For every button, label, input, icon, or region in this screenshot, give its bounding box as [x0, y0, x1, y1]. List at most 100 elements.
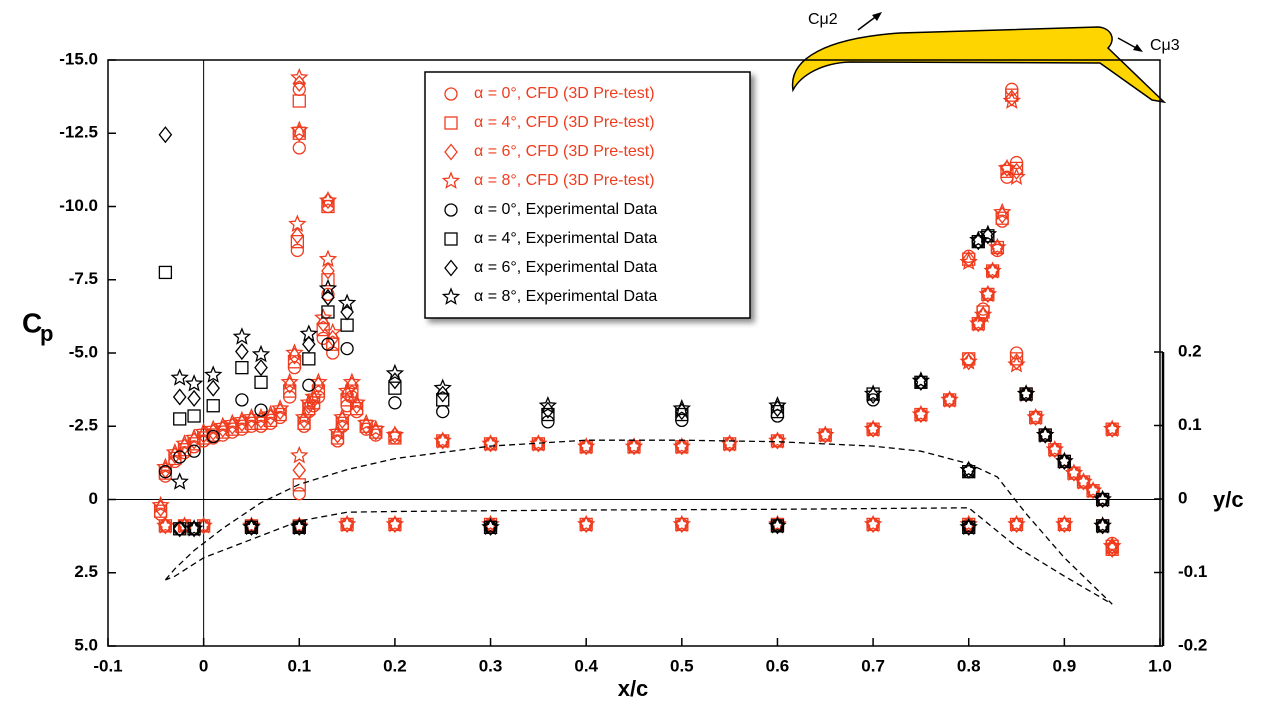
- y-tick-label: 0: [89, 489, 98, 508]
- data-point: [538, 395, 558, 414]
- data-point: [1074, 472, 1093, 490]
- data-point: [1000, 164, 1014, 178]
- legend-label: α = 8°, Experimental Data: [474, 288, 657, 305]
- data-point: [330, 431, 345, 445]
- data-point: [321, 199, 335, 214]
- annotation: Cμ2: [808, 11, 838, 28]
- data-point: [309, 372, 328, 391]
- data-point: [290, 120, 309, 139]
- data-point: [959, 460, 978, 479]
- legend-label: α = 6°, CFD (3D Pre-test): [474, 143, 655, 160]
- data-point: [388, 396, 402, 410]
- data-point: [961, 250, 976, 268]
- data-point: [318, 278, 338, 297]
- data-point: [436, 404, 450, 419]
- wing-shape: [791, 26, 1167, 104]
- data-point: [170, 472, 189, 490]
- data-point: [156, 516, 175, 534]
- data-point: [292, 486, 306, 501]
- data-point: [1055, 514, 1074, 533]
- data-point: [294, 407, 314, 426]
- data-point: [203, 365, 223, 383]
- data-point: [768, 431, 787, 449]
- legend-marker: [444, 87, 458, 101]
- plot-area: -0.1 0 0.1 0.2 0.3 0.4 0.5 0.6 0.7 0.8 0.9 1.0 -15.0…: [59, 49, 1207, 675]
- data-point: [770, 404, 785, 419]
- data-point: [576, 514, 596, 533]
- data-point: [172, 520, 187, 538]
- legend-label: α = 8°, CFD (3D Pre-test): [474, 172, 655, 189]
- data-point: [158, 265, 173, 280]
- legend-label: α = 0°, CFD (3D Pre-test): [474, 85, 655, 102]
- data-point: [158, 126, 173, 144]
- data-point: [1026, 407, 1045, 426]
- data-point: [340, 318, 354, 332]
- arrow: [1117, 37, 1139, 50]
- data-point: [187, 444, 201, 458]
- data-point: [340, 341, 354, 356]
- y-tick-label: 2.5: [74, 562, 98, 581]
- data-point: [1083, 481, 1103, 499]
- data-point: [251, 344, 271, 363]
- arrow-head: [872, 12, 882, 21]
- data-point: [270, 399, 290, 417]
- y-tick-label: -5.0: [69, 342, 98, 361]
- y2-tick-label: 0: [1178, 488, 1187, 507]
- data-point: [1007, 167, 1026, 186]
- data-point: [768, 516, 787, 534]
- data-point: [356, 413, 376, 432]
- data-point: [184, 374, 204, 392]
- data-point: [323, 322, 343, 341]
- data-point: [321, 337, 335, 351]
- data-point: [235, 342, 249, 361]
- data-point: [866, 386, 880, 405]
- data-point: [321, 273, 335, 287]
- x-tick-label: 0.6: [766, 656, 790, 675]
- data-point: [983, 261, 1002, 279]
- data-point: [1002, 91, 1022, 109]
- x-tick-label: 0: [199, 656, 208, 675]
- legend-marker: [444, 143, 458, 161]
- data-point: [385, 363, 405, 382]
- data-point: [337, 293, 357, 312]
- data-point: [1102, 536, 1122, 555]
- data-point: [283, 384, 297, 398]
- y2-tick-label: 0.2: [1178, 341, 1202, 360]
- data-point: [318, 190, 338, 209]
- data-point: [321, 262, 335, 280]
- data-point: [863, 514, 883, 533]
- data-point: [911, 371, 931, 389]
- data-point: [156, 457, 175, 476]
- data-point: [314, 308, 333, 326]
- data-point: [350, 402, 364, 416]
- data-point: [1004, 89, 1019, 107]
- data-point: [1102, 419, 1122, 438]
- data-point: [436, 393, 450, 407]
- data-point: [342, 372, 362, 391]
- data-point: [187, 389, 201, 407]
- data-point: [299, 324, 318, 342]
- y2-tick-label: -0.2: [1178, 635, 1207, 654]
- data-point: [297, 416, 311, 430]
- data-point: [529, 434, 548, 452]
- legend-marker: [444, 203, 458, 217]
- data-point: [1009, 162, 1024, 180]
- data-point: [232, 327, 252, 345]
- data-point: [863, 384, 883, 402]
- data-point: [337, 514, 357, 533]
- data-point: [173, 412, 187, 426]
- data-point: [385, 425, 405, 443]
- x-tick-label: 0.9: [1053, 656, 1077, 675]
- x-tick-label: 0.2: [383, 656, 407, 675]
- data-point: [290, 517, 309, 536]
- y-tick-label: -7.5: [69, 269, 98, 288]
- data-point: [914, 373, 928, 391]
- legend-box: [424, 71, 751, 319]
- data-point: [1009, 161, 1024, 176]
- data-point: [978, 284, 998, 303]
- data-point: [577, 437, 596, 455]
- data-point: [302, 352, 316, 366]
- data-point: [863, 419, 883, 438]
- x-tick-label: 0.7: [861, 656, 885, 675]
